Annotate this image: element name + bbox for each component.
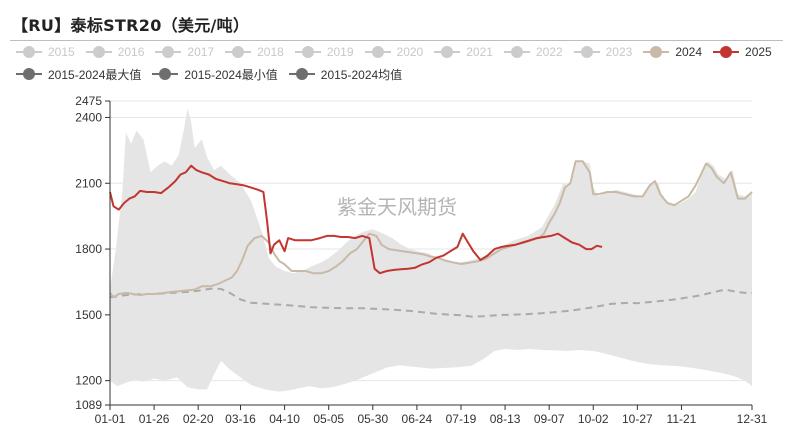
legend-swatch-icon <box>503 45 530 59</box>
legend-item-2023[interactable]: 2023 <box>573 43 633 61</box>
legend-stat-2015-2024最小值[interactable]: 2015-2024最小值 <box>152 65 278 83</box>
legend-label: 2024 <box>675 45 703 59</box>
legend-stats: 2015-2024最大值 2015-2024最小值 2015-2024均值 <box>16 65 413 83</box>
x-tick-label-10-27: 10-27 <box>622 412 653 426</box>
legend-item-2019[interactable]: 2019 <box>294 43 354 61</box>
x-tick-label-08-13: 08-13 <box>490 412 521 426</box>
x-tick-label-03-16: 03-16 <box>225 412 256 426</box>
legend-item-2024[interactable]: 2024 <box>643 43 702 61</box>
legend-label: 2022 <box>535 45 563 59</box>
legend-swatch-icon <box>85 45 112 59</box>
x-tick-label-06-24: 06-24 <box>402 412 433 426</box>
legend-label: 2015-2024最大值 <box>48 67 142 82</box>
y-tick-label-2475: 2475 <box>75 94 102 108</box>
x-tick-label-10-02: 10-02 <box>578 412 609 426</box>
x-tick-label-09-07: 09-07 <box>534 412 565 426</box>
range-band-layer <box>110 108 752 392</box>
x-tick-label-11-21: 11-21 <box>667 412 697 426</box>
series-line-2024 <box>109 160 753 299</box>
x-tick-label-05-30: 05-30 <box>357 412 388 426</box>
legend-item-2017[interactable]: 2017 <box>155 43 214 61</box>
legend-stat-2015-2024均值[interactable]: 2015-2024均值 <box>288 65 403 83</box>
x-tick-label-12-31: 12-31 <box>737 412 768 426</box>
legend-item-2018[interactable]: 2018 <box>225 43 284 61</box>
legend-item-2021[interactable]: 2021 <box>434 43 493 61</box>
legend-label: 2019 <box>326 45 354 59</box>
legend-item-2016[interactable]: 2016 <box>85 43 145 61</box>
max-min-range-band <box>110 108 752 392</box>
legend-swatch-icon <box>643 45 670 59</box>
series-layer <box>109 160 753 318</box>
y-tick-label-1200: 1200 <box>75 374 102 388</box>
legend-stat-2015-2024最大值[interactable]: 2015-2024最大值 <box>16 65 141 83</box>
legend-swatch-icon <box>573 45 600 59</box>
legend-label: 2020 <box>396 45 424 59</box>
legend-swatch-icon <box>16 67 42 81</box>
chart-title: 【RU】泰标STR20（美元/吨） <box>12 16 250 35</box>
legend-swatch-icon <box>152 67 179 81</box>
legend-swatch-icon <box>16 45 42 59</box>
legend-swatch-icon <box>288 67 315 81</box>
x-tick-label-05-05: 05-05 <box>313 412 344 426</box>
legend-swatch-icon <box>294 45 321 59</box>
legend-item-2022[interactable]: 2022 <box>503 43 563 61</box>
x-tick-label-02-20: 02-20 <box>183 412 214 426</box>
legend-label: 2021 <box>466 45 493 59</box>
legend-swatch-icon <box>225 45 252 59</box>
legend-swatch-icon <box>434 45 461 59</box>
legend-label: 2017 <box>187 45 215 59</box>
x-tick-label-01-01: 01-01 <box>95 412 126 426</box>
legend-years: 2015 2016 2017 2018 2019 2020 2021 2022 2023 2024… <box>16 43 783 61</box>
watermark-text: 紫金天风期货 <box>337 195 457 219</box>
legend-label: 2025 <box>745 45 772 59</box>
legend-label: 2015-2024均值 <box>320 67 403 82</box>
x-tick-label-07-19: 07-19 <box>446 412 477 426</box>
y-tick-label-1500: 1500 <box>75 308 102 322</box>
legend-label: 2018 <box>257 45 284 59</box>
y-tick-label-2400: 2400 <box>75 110 102 124</box>
y-tick-label-2100: 2100 <box>75 176 102 190</box>
series-line-2025 <box>109 164 603 275</box>
legend-item-2025[interactable]: 2025 <box>713 43 772 61</box>
y-tick-label-1089: 1089 <box>75 398 102 412</box>
legend-item-2015[interactable]: 2015 <box>16 43 75 61</box>
legend-swatch-icon <box>364 45 391 59</box>
legend-label: 2015-2024最小值 <box>184 67 278 82</box>
y-tick-label-1800: 1800 <box>75 242 102 256</box>
series-line-mean <box>109 287 752 318</box>
legend-item-2020[interactable]: 2020 <box>364 43 424 61</box>
x-tick-label-01-26: 01-26 <box>139 412 170 426</box>
legend-swatch-icon <box>713 45 740 59</box>
legend-label: 2016 <box>117 45 145 59</box>
title-divider <box>10 40 783 41</box>
legend-label: 2023 <box>605 45 633 59</box>
legend-swatch-icon <box>155 45 182 59</box>
x-tick-label-04-10: 04-10 <box>269 412 300 426</box>
legend-label: 2015 <box>48 45 75 59</box>
